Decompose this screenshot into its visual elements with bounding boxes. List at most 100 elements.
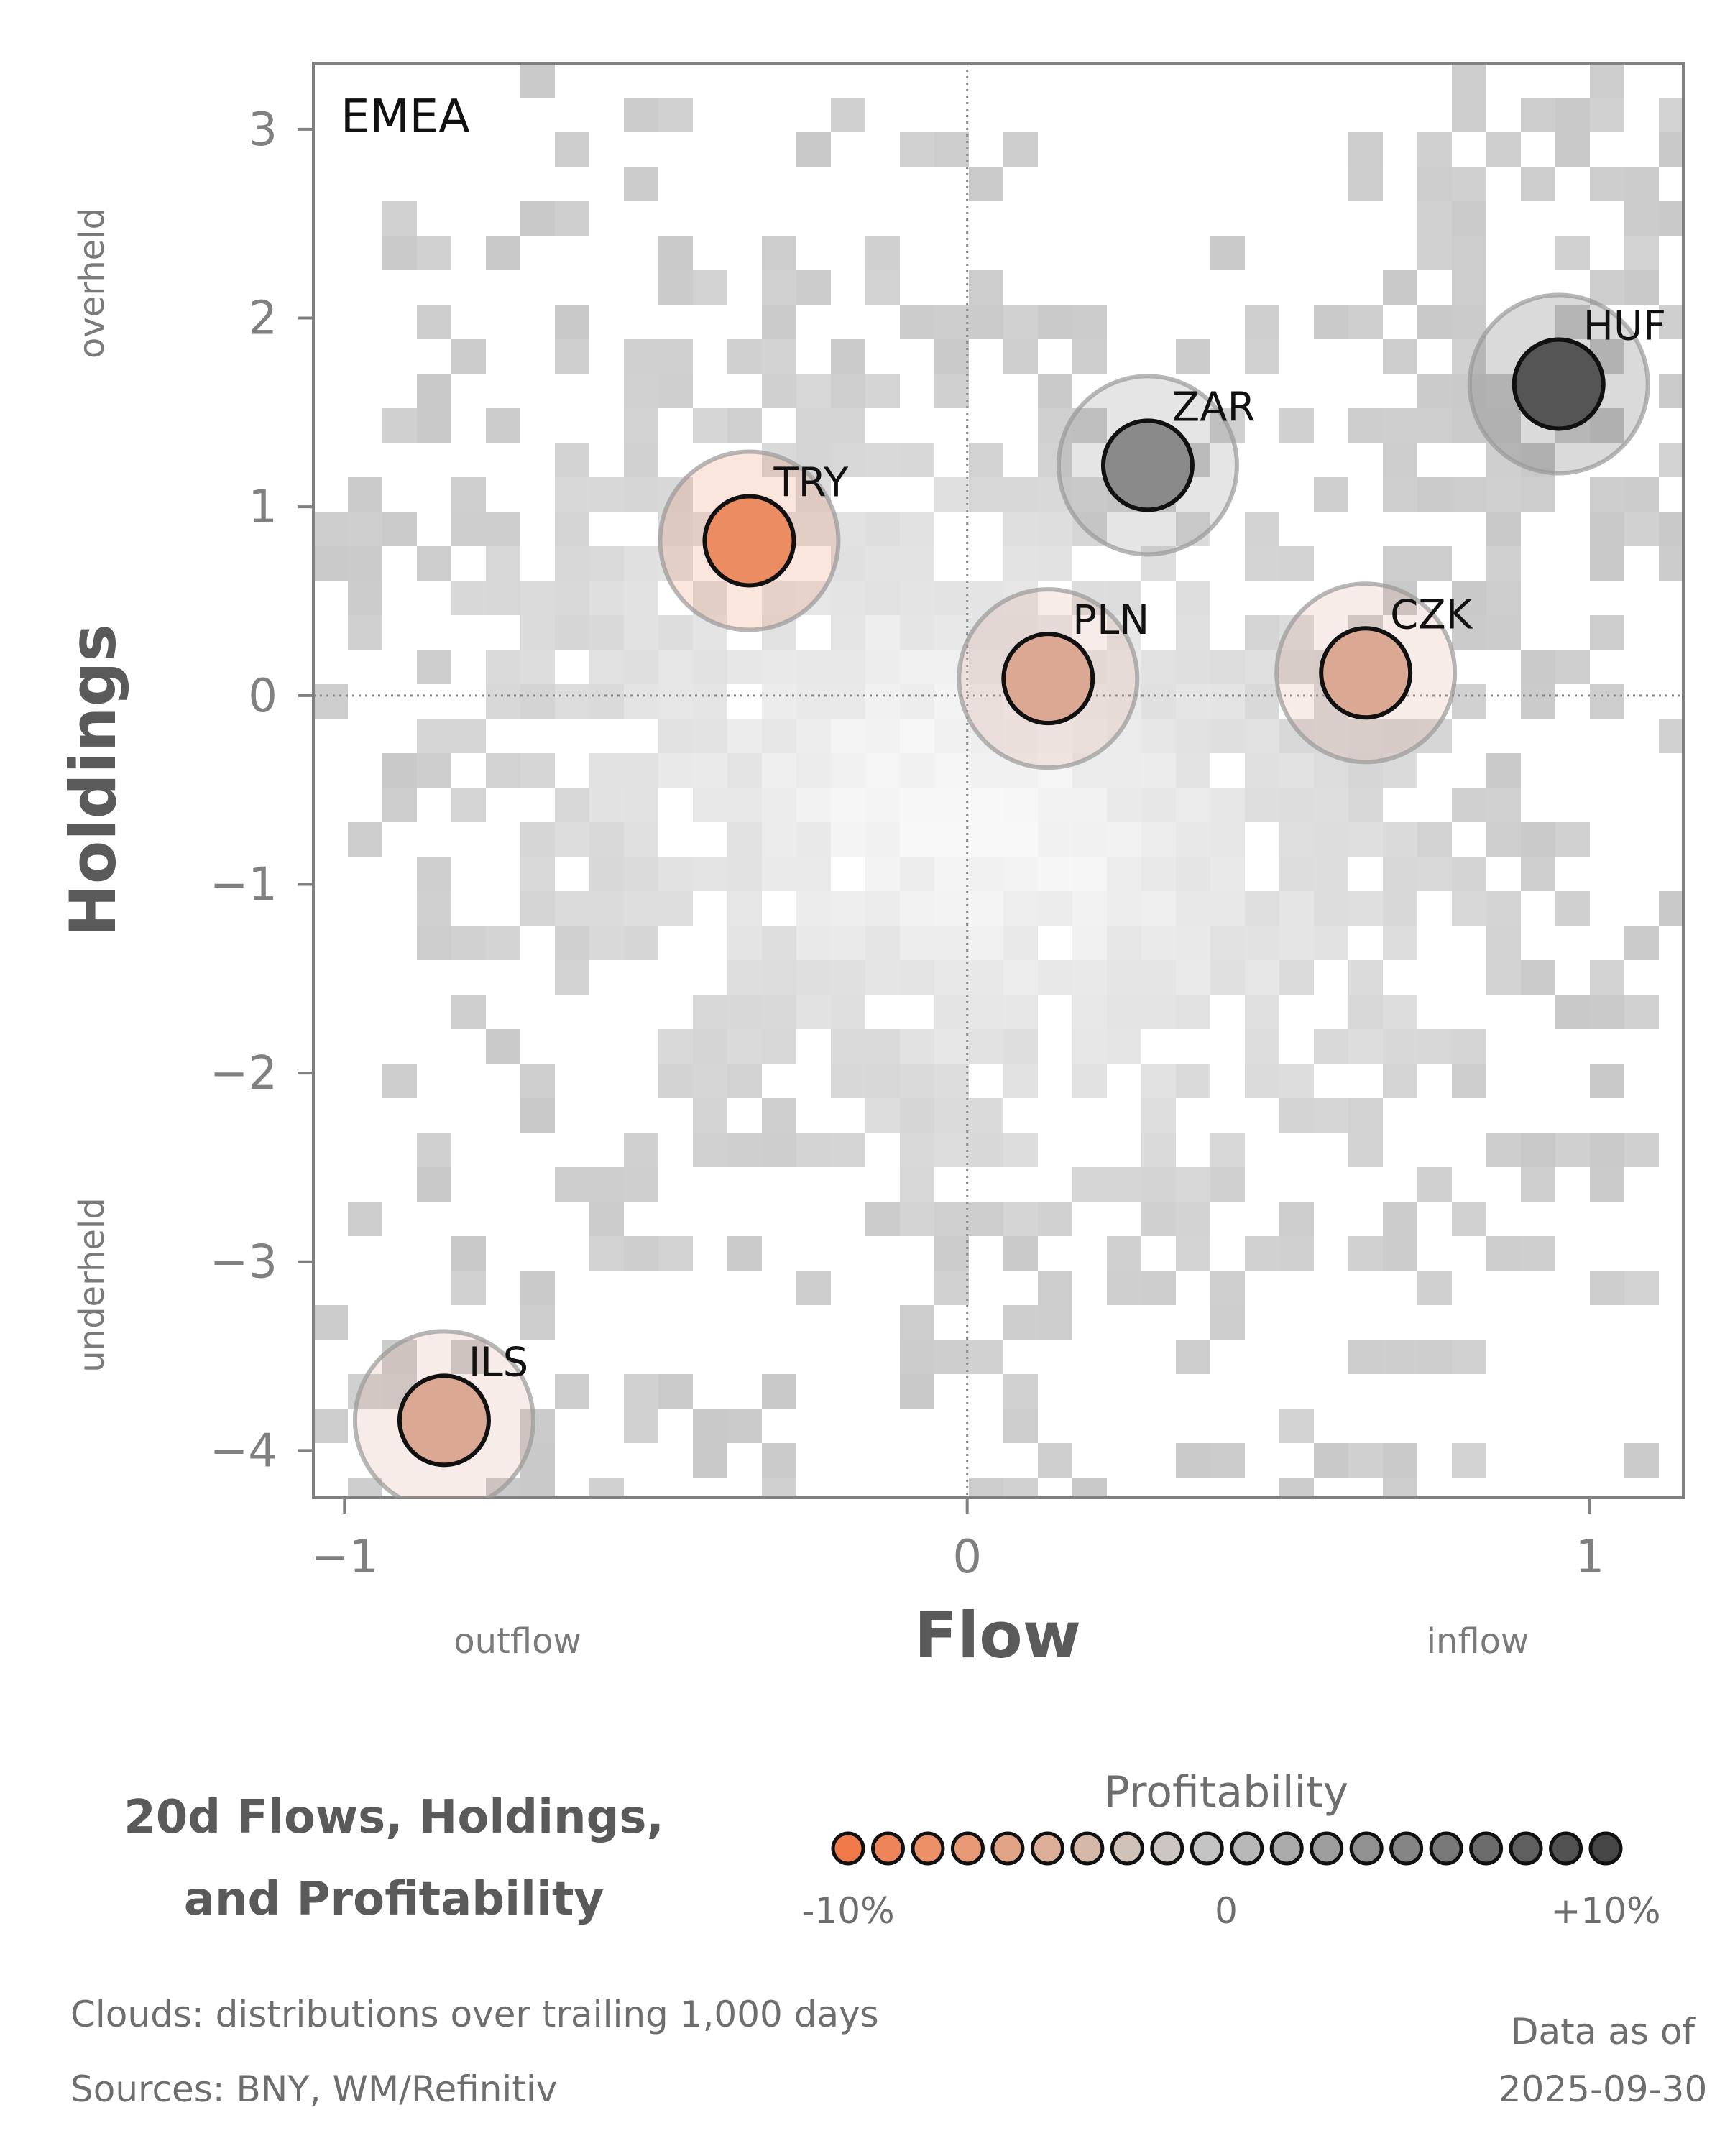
density-cell (348, 1478, 382, 1498)
density-cell (1176, 926, 1210, 960)
density-cell (900, 1374, 934, 1409)
legend-tick-high: +10% (1550, 1890, 1660, 1932)
density-cell (1452, 477, 1486, 512)
density-cell (727, 1029, 762, 1064)
density-cell (1072, 1167, 1107, 1202)
density-cell (796, 719, 831, 753)
density-cell (1072, 719, 1107, 753)
legend-tick-mid: 0 (1215, 1890, 1238, 1932)
density-cell (1624, 512, 1659, 546)
density-cell (1210, 1443, 1245, 1478)
density-cell (1176, 1236, 1210, 1271)
density-cell (555, 477, 589, 512)
density-cell (1176, 788, 1210, 822)
density-cell (658, 339, 693, 374)
density-cell (934, 374, 969, 408)
density-cell (520, 201, 555, 236)
density-cell (969, 995, 1003, 1029)
density-cell (1452, 891, 1486, 926)
density-cell (1176, 650, 1210, 684)
density-cell (1417, 822, 1452, 857)
density-cell (865, 374, 900, 408)
density-cell (900, 1064, 934, 1098)
density-cell (969, 822, 1003, 857)
density-cell (796, 650, 831, 684)
density-cell (1486, 1236, 1521, 1271)
legend-swatch (870, 1831, 905, 1866)
legend-swatch (1349, 1831, 1384, 1866)
density-cell (1590, 1133, 1624, 1167)
density-cell (1141, 960, 1176, 995)
density-cell (1107, 1029, 1141, 1064)
density-cell (451, 1236, 486, 1271)
density-cell (1072, 1029, 1107, 1064)
density-cell (1452, 1029, 1486, 1064)
density-cell (1245, 615, 1279, 650)
density-cell (417, 719, 451, 753)
density-cell (1072, 1478, 1107, 1498)
density-cell (1210, 926, 1245, 960)
density-cell (658, 1064, 693, 1098)
density-cell (934, 1236, 969, 1271)
density-cell (417, 926, 451, 960)
density-cell (1348, 788, 1383, 822)
density-cell (1417, 408, 1452, 443)
density-cell (1452, 1340, 1486, 1374)
density-cell (451, 1271, 486, 1305)
density-cell (727, 408, 762, 443)
density-cell (589, 891, 624, 926)
density-cell (1107, 960, 1141, 995)
density-cell (865, 443, 900, 477)
density-cell (1003, 1374, 1038, 1409)
density-cell (624, 339, 658, 374)
density-cell (1279, 822, 1314, 857)
density-cell (1003, 857, 1038, 891)
density-cell (1107, 1236, 1141, 1271)
density-cell (1245, 719, 1279, 753)
density-cell (1141, 788, 1176, 822)
density-cell (1141, 1064, 1176, 1098)
density-cell (1383, 1478, 1417, 1498)
density-cell (1279, 1098, 1314, 1133)
density-cell (900, 132, 934, 167)
density-cell (1383, 408, 1417, 443)
density-cell (934, 339, 969, 374)
density-cell (762, 822, 796, 857)
density-cell (1038, 374, 1072, 408)
density-cell (589, 1478, 624, 1498)
density-cell (969, 753, 1003, 788)
density-cell (520, 63, 555, 98)
density-cell (1245, 684, 1279, 719)
point-label: TRY (773, 459, 849, 506)
x-tick-label: 1 (1576, 1531, 1605, 1584)
density-cell (1176, 995, 1210, 1029)
density-cell (1210, 788, 1245, 822)
density-cell (1038, 1271, 1072, 1305)
y-axis-title: Holdings (56, 624, 130, 936)
density-cell (1210, 236, 1245, 270)
density-cell (555, 581, 589, 615)
density-cell (1072, 995, 1107, 1029)
legend-swatch (1110, 1831, 1144, 1866)
density-cell (658, 98, 693, 132)
density-cell (1279, 650, 1314, 684)
density-cell (1176, 339, 1210, 374)
density-cell (969, 167, 1003, 201)
density-cell (1383, 926, 1417, 960)
density-cell (796, 891, 831, 926)
density-cell (589, 926, 624, 960)
density-cell (624, 857, 658, 891)
density-cell (1417, 167, 1452, 201)
density-cell (1141, 1133, 1176, 1167)
density-cell (1072, 339, 1107, 374)
density-cell (451, 339, 486, 374)
density-cell (1383, 995, 1417, 1029)
legend-tick-low: -10% (801, 1890, 894, 1932)
footer-asof-label: Data as of (1511, 2011, 1696, 2053)
density-cell (520, 650, 555, 684)
plot-frame (312, 62, 1685, 1499)
density-cell (796, 822, 831, 857)
density-cell (865, 270, 900, 305)
legend-title: Profitability (1104, 1767, 1348, 1818)
density-cell (624, 1374, 658, 1409)
